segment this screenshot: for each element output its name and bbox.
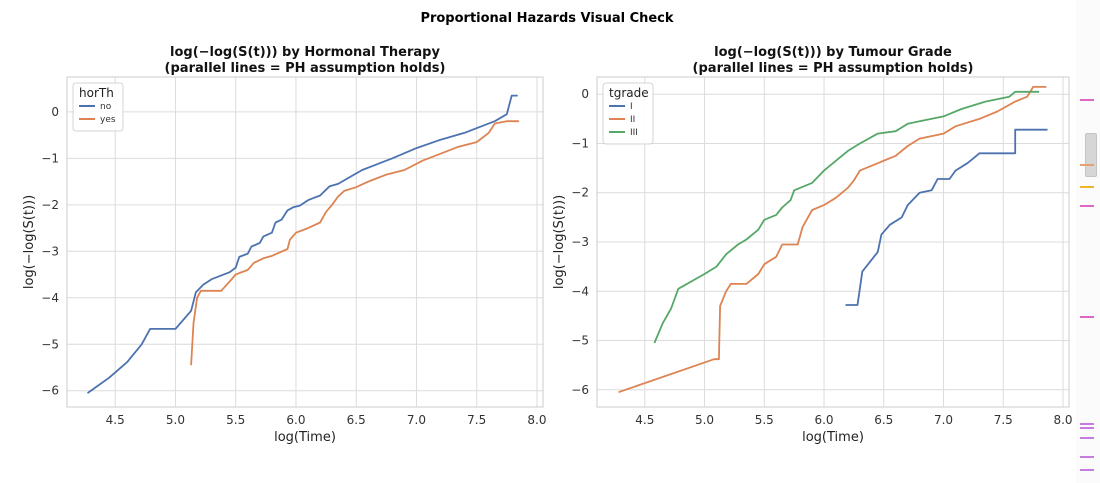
plot-frame — [596, 76, 1070, 408]
y-tick-label: 0 — [581, 87, 589, 101]
vertical-scrollbar[interactable] — [1076, 0, 1100, 483]
series-line-i — [845, 128, 1048, 306]
legend-title: horTh — [79, 86, 114, 100]
legend-entry: I — [630, 102, 633, 112]
legend-entry: II — [630, 115, 635, 125]
scrollbar-marker — [1080, 422, 1094, 425]
y-tick-label: −6 — [41, 384, 59, 398]
chart-hormonal-therapy: 4.5 5.0 5.5 6.0 6.5 7.0 7.5 8.0 −6 −5 −4 −3 −2 −1 0 log… — [22, 45, 547, 445]
legend-title: tgrade — [609, 86, 649, 100]
x-tick-label: 8.0 — [1053, 413, 1072, 427]
series-line-ii — [618, 86, 1047, 394]
y-tick-label: −2 — [41, 198, 59, 212]
scrollbar-marker — [1080, 164, 1094, 167]
scrollbar-marker — [1080, 99, 1094, 101]
x-tick-label: 5.5 — [226, 413, 245, 427]
y-axis-label: log(−log(S(t))) — [22, 195, 37, 289]
x-tick-label: 4.5 — [635, 413, 654, 427]
y-tick-label: −4 — [571, 284, 589, 298]
x-tick-label: 7.5 — [467, 413, 486, 427]
y-tick-label: −2 — [571, 186, 589, 200]
scrollbar-marker — [1080, 427, 1094, 430]
legend-entry: III — [630, 128, 638, 138]
y-tick-label: −6 — [571, 383, 589, 397]
y-tick-label: −5 — [41, 337, 59, 351]
series-line-iii — [653, 90, 1040, 344]
chart-subtitle: (parallel lines = PH assumption holds) — [165, 61, 446, 76]
y-tick-label: −5 — [571, 334, 589, 348]
x-tick-label: 6.5 — [347, 413, 366, 427]
x-tick-label: 6.5 — [874, 413, 893, 427]
figure-canvas: Proportional Hazards Visual Check 4.5 5.0… — [22, 11, 1073, 445]
y-axis-label: log(−log(S(t))) — [552, 195, 567, 289]
scrollbar-thumb[interactable] — [1085, 133, 1097, 177]
plot-area — [67, 77, 543, 407]
y-tick-label: −4 — [41, 291, 59, 305]
scrollbar-marker — [1080, 316, 1094, 319]
y-tick-label: 0 — [51, 105, 59, 119]
legend-entry: yes — [100, 115, 116, 125]
x-axis-label: log(Time) — [802, 430, 864, 445]
chart-subtitle: (parallel lines = PH assumption holds) — [693, 61, 974, 76]
y-tick-label: −3 — [571, 235, 589, 249]
x-tick-label: 6.0 — [286, 413, 305, 427]
scrollbar-marker — [1080, 468, 1094, 471]
x-tick-label: 7.0 — [934, 413, 953, 427]
chart-title: log(−log(S(t))) by Hormonal Therapy — [170, 45, 440, 60]
scrollbar-marker — [1080, 205, 1094, 208]
y-tick-label: −1 — [41, 151, 59, 165]
chart-title: log(−log(S(t))) by Tumour Grade — [714, 45, 952, 60]
x-tick-label: 5.0 — [695, 413, 714, 427]
legend-box — [602, 82, 654, 145]
series-line-yes — [190, 120, 519, 366]
x-tick-label: 8.0 — [527, 413, 546, 427]
figure-suptitle: Proportional Hazards Visual Check — [420, 11, 673, 26]
chart-tumour-grade: 4.5 5.0 5.5 6.0 6.5 7.0 7.5 8.0 −6 −5 −4 −3 −2 −1 0 log… — [552, 45, 1073, 445]
series-line-no — [86, 94, 518, 394]
x-tick-label: 7.5 — [994, 413, 1013, 427]
scrollbar-marker — [1080, 456, 1094, 459]
y-tick-label: −1 — [571, 136, 589, 150]
x-tick-label: 5.0 — [166, 413, 185, 427]
scrollbar-marker — [1080, 185, 1094, 188]
scrollbar-marker — [1080, 437, 1094, 440]
x-axis-label: log(Time) — [274, 430, 336, 445]
legend-entry: no — [100, 102, 112, 112]
x-tick-label: 6.0 — [814, 413, 833, 427]
x-tick-label: 4.5 — [106, 413, 125, 427]
y-tick-label: −3 — [41, 244, 59, 258]
x-tick-label: 7.0 — [407, 413, 426, 427]
x-tick-label: 5.5 — [755, 413, 774, 427]
plot-frame — [66, 76, 544, 408]
